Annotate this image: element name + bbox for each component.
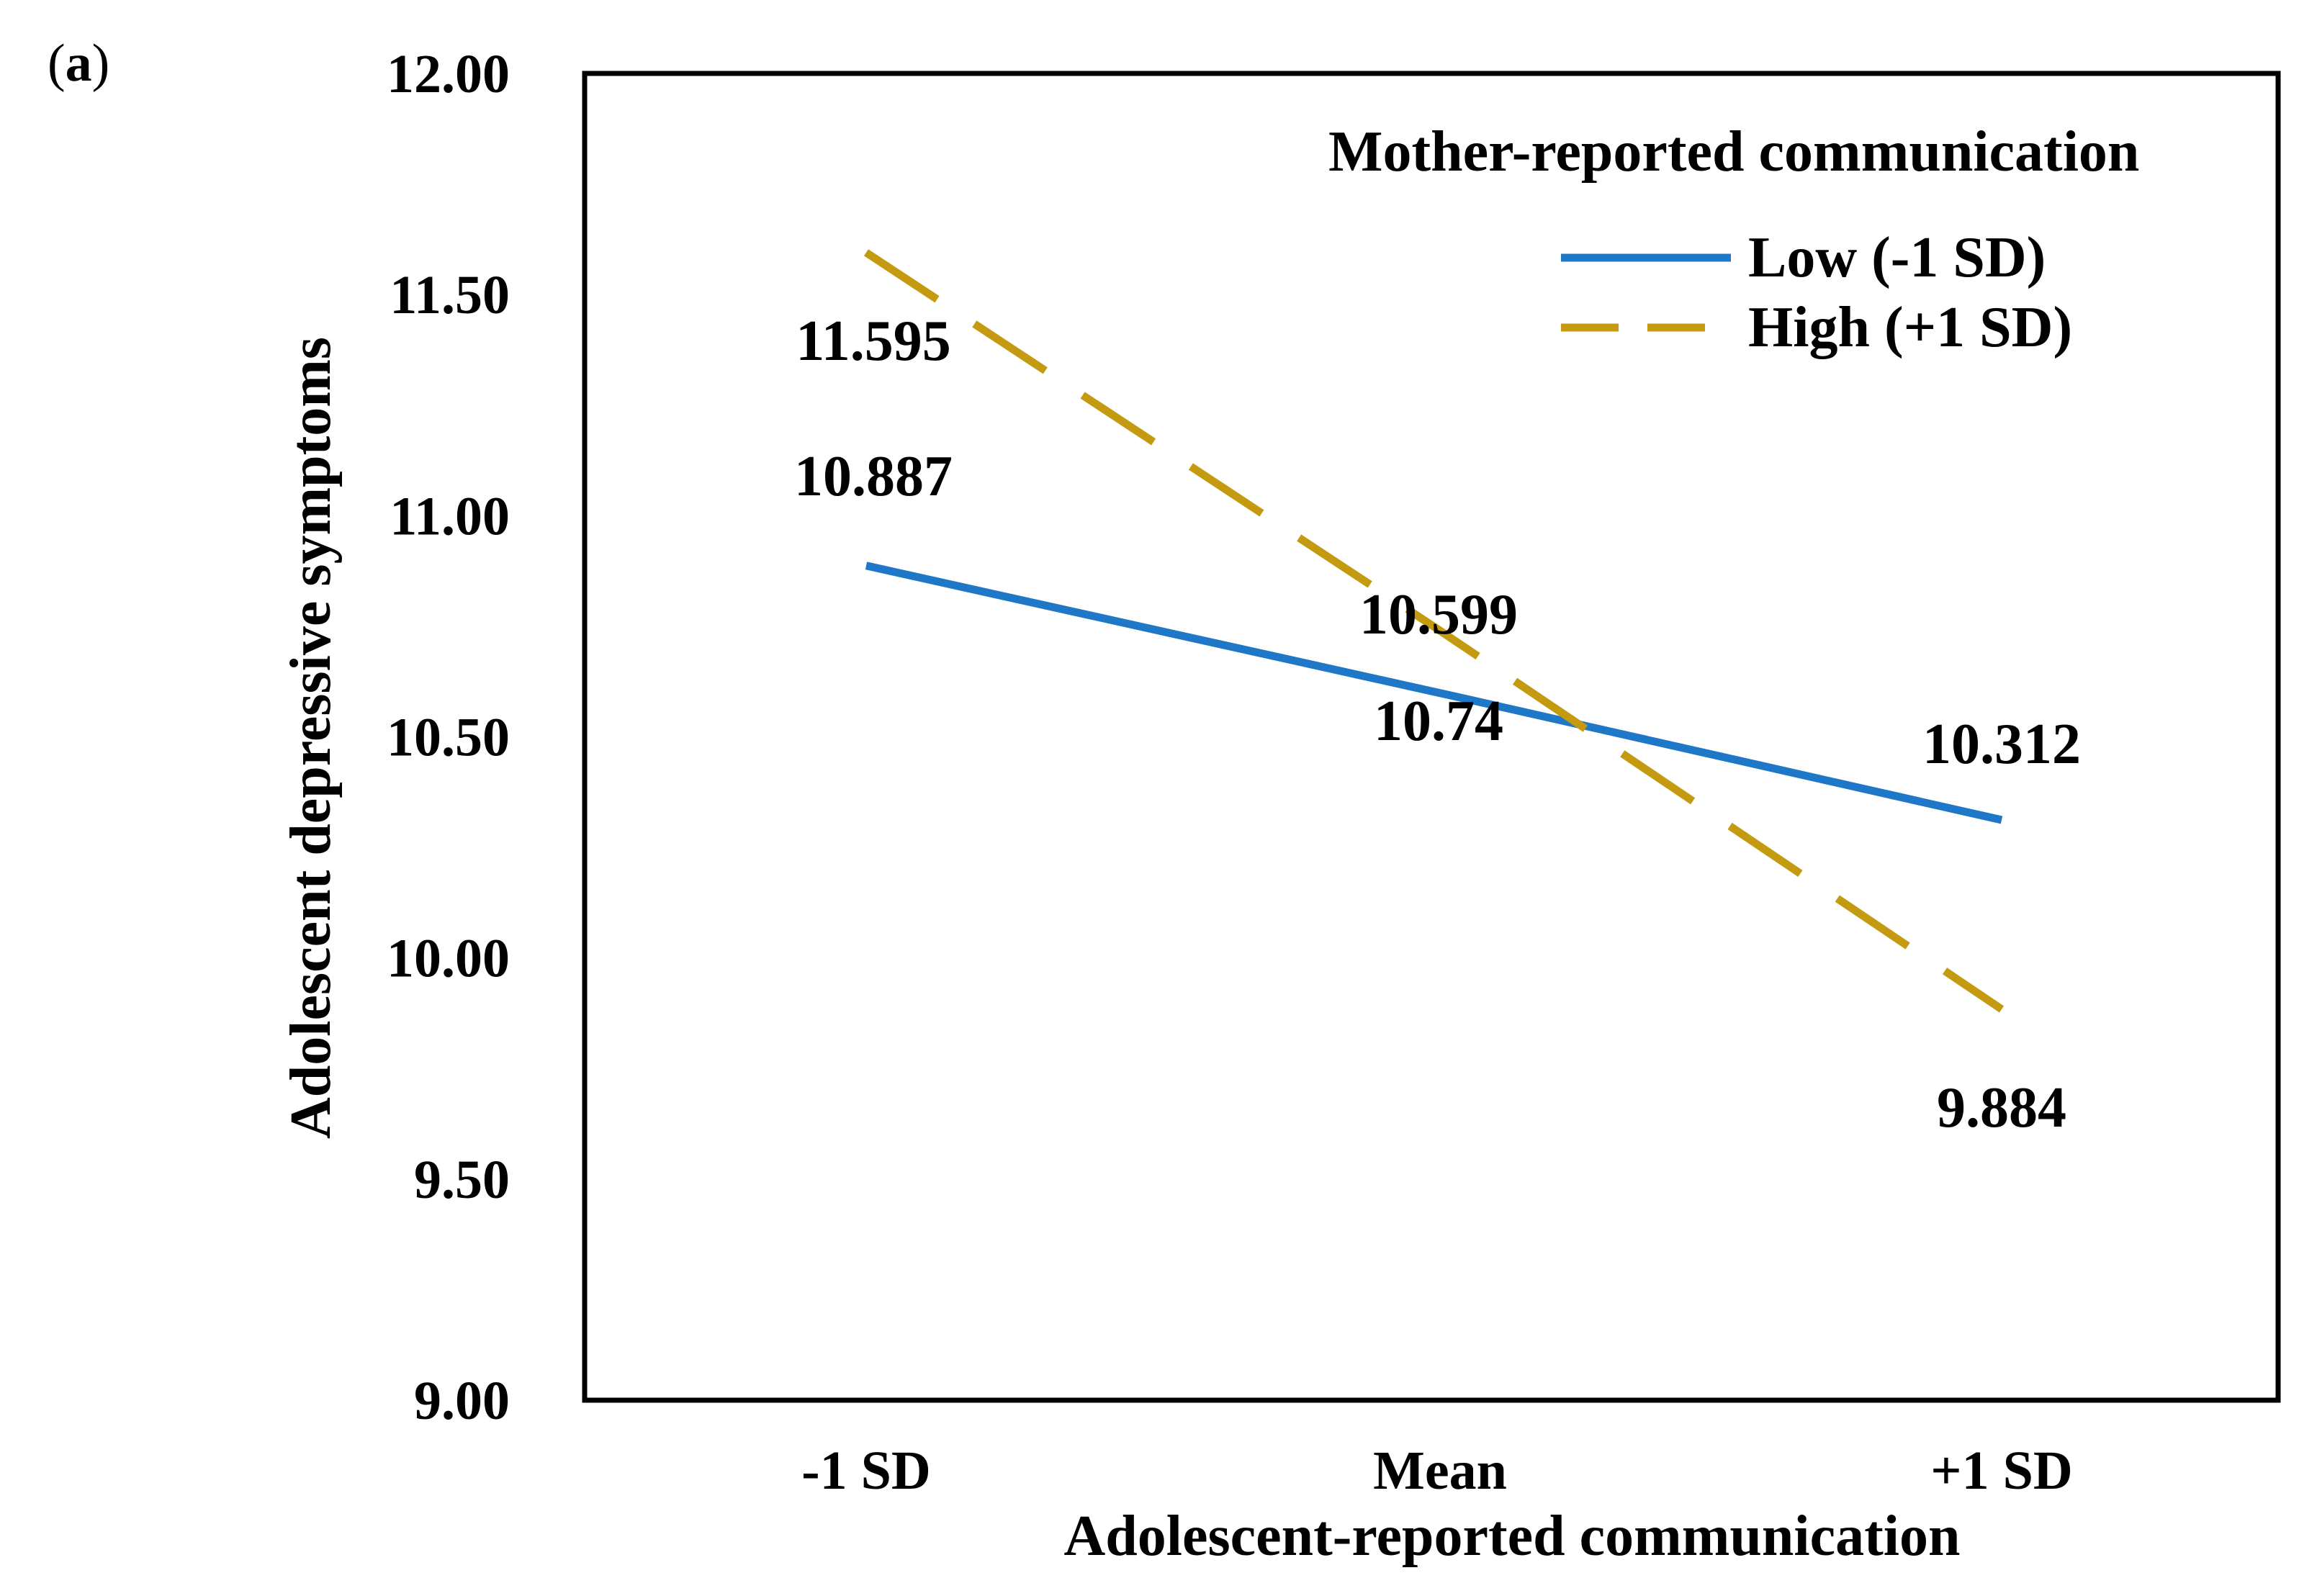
x-tick-label: -1 SD	[801, 1441, 930, 1501]
x-axis-ticks: -1 SD Mean +1 SD	[801, 1441, 2072, 1501]
x-tick-label: Mean	[1373, 1441, 1507, 1501]
series-line-high	[863, 249, 2005, 1013]
panel-label-letter: a	[65, 34, 92, 93]
y-axis-title: Adolescent depressive symptoms	[279, 337, 343, 1139]
y-tick-label: 12.00	[387, 44, 510, 104]
y-tick-label: 11.00	[390, 486, 510, 546]
y-tick-label: 11.50	[390, 265, 510, 325]
plot-frame	[582, 71, 2281, 1403]
data-label-low: 10.887	[794, 445, 953, 508]
data-label-high: 11.595	[796, 310, 951, 373]
legend-label-low: Low (-1 SD)	[1748, 226, 2046, 289]
y-tick-label: 9.00	[414, 1371, 510, 1431]
legend-title: Mother-reported communication	[1328, 120, 2139, 184]
data-labels: 10.887 10.599 10.312 11.595 10.74 9.884	[794, 310, 2081, 1140]
panel-label-open: (	[48, 34, 66, 93]
data-label-high: 9.884	[1937, 1076, 2066, 1140]
legend: Mother-reported communication Low (-1 SD…	[1328, 120, 2139, 359]
series-line-low	[865, 562, 2003, 824]
x-tick-label: +1 SD	[1930, 1441, 2072, 1501]
panel-label-close: )	[91, 34, 110, 93]
y-tick-label: 10.50	[387, 708, 510, 768]
data-label-low: 10.312	[1922, 713, 2081, 776]
y-axis-ticks: 9.00 9.50 10.00 10.50 11.00 11.50 12.00	[387, 44, 510, 1431]
legend-label-high: High (+1 SD)	[1748, 296, 2072, 359]
y-tick-label: 10.00	[387, 929, 510, 989]
series-lines	[863, 249, 2005, 1013]
data-label-high: 10.74	[1374, 690, 1503, 753]
x-axis-title: Adolescent-reported communication	[1064, 1505, 1961, 1568]
data-label-low: 10.599	[1359, 583, 1518, 646]
panel-label: (a)	[48, 33, 109, 94]
y-tick-label: 9.50	[414, 1150, 510, 1210]
